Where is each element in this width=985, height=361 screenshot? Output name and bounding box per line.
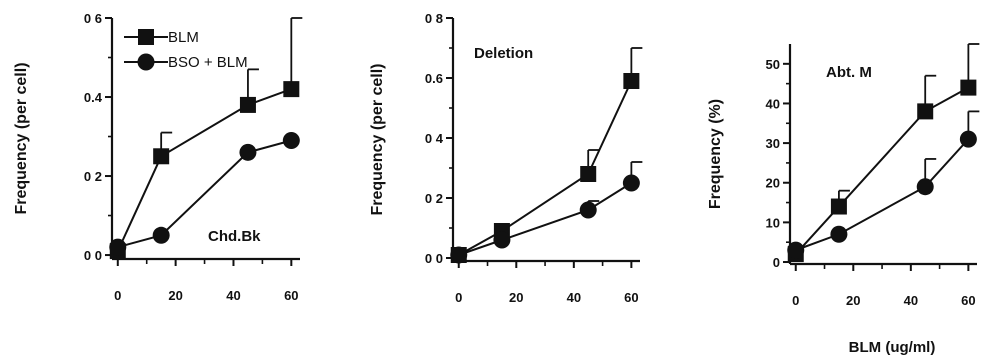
data-point-square [239, 96, 256, 113]
y-tick-label: 30 [766, 136, 780, 151]
x-tick-label: 20 [509, 290, 523, 305]
series-line [116, 88, 292, 252]
y-tick-label: 0 4 [425, 131, 444, 146]
y-tick-label: 0 [773, 255, 780, 270]
x-tick-label: 0 [455, 290, 462, 305]
panel-deletion: 0 0 0 2 0 4 0.6 0 8 0 20 40 60 Frequency (per cel… [369, 11, 643, 305]
panel-chd-bk: 0 0 0 2 0.4 0 6 0 20 40 60 Frequency (per cell) C… [13, 11, 303, 303]
x-tick-label: 60 [284, 288, 298, 303]
panel-annotation: Deletion [474, 45, 533, 62]
data-point-square [830, 198, 847, 215]
data-point-circle [622, 174, 640, 192]
y-axis-label: Frequency (per cell) [13, 62, 30, 214]
y-tick-label: 0 2 [425, 191, 443, 206]
data-point-circle [152, 226, 170, 244]
x-tick-label: 60 [961, 293, 975, 308]
x-tick-label: 40 [904, 293, 918, 308]
y-tick-label: 0 0 [84, 248, 102, 263]
data-point-circle [916, 178, 934, 196]
series-line [458, 80, 633, 256]
data-point-circle [109, 238, 127, 256]
data-point-square [580, 166, 597, 182]
y-tick-label: 50 [766, 57, 780, 72]
y-tick-label: 10 [766, 215, 780, 230]
series-line [458, 182, 632, 256]
data-point-circle [787, 241, 805, 259]
data-point-circle [450, 246, 468, 264]
data-point-circle [239, 143, 257, 161]
y-tick-label: 0 2 [84, 169, 102, 184]
data-point-square [283, 81, 300, 98]
legend-entry: BLM [168, 29, 199, 46]
legend-circle-marker [137, 53, 155, 71]
y-tick-label: 40 [766, 96, 780, 111]
data-point-square [623, 73, 640, 89]
y-tick-label: 0 6 [84, 11, 102, 26]
x-tick-label: 40 [226, 288, 240, 303]
x-tick-label: 0 [114, 288, 121, 303]
data-point-circle [493, 231, 511, 249]
series-line [795, 86, 969, 255]
data-point-circle [959, 130, 977, 148]
x-tick-label: 60 [624, 290, 638, 305]
data-point-square [153, 148, 170, 165]
panel-abt-m: 0 10 20 30 40 50 0 20 40 60 Frequency (%) Abt. M [707, 43, 980, 308]
legend-square-marker [138, 29, 154, 45]
x-tick-label: 0 [792, 293, 799, 308]
x-axis-label: BLM (ug/ml) [849, 339, 936, 356]
series-line [117, 139, 292, 249]
x-tick-label: 40 [567, 290, 581, 305]
data-point-square [917, 103, 934, 120]
y-axis-label: Frequency (%) [707, 99, 724, 209]
data-point-square [960, 79, 977, 96]
x-tick-label: 20 [846, 293, 860, 308]
y-tick-label: 0.6 [425, 71, 443, 86]
y-tick-label: 0 0 [425, 251, 443, 266]
series-line [795, 138, 970, 252]
y-axis-label: Frequency (per cell) [369, 63, 386, 215]
data-point-circle [830, 225, 848, 243]
y-tick-label: 0.4 [84, 90, 103, 105]
panel-annotation: Abt. M [826, 64, 872, 81]
y-tick-label: 0 8 [425, 11, 443, 26]
data-point-circle [579, 201, 597, 219]
x-tick-label: 20 [168, 288, 182, 303]
data-point-circle [282, 131, 300, 149]
y-tick-label: 20 [766, 176, 780, 191]
panel-annotation: Chd.Bk [208, 228, 261, 245]
legend-entry: BSO + BLM [168, 54, 248, 71]
